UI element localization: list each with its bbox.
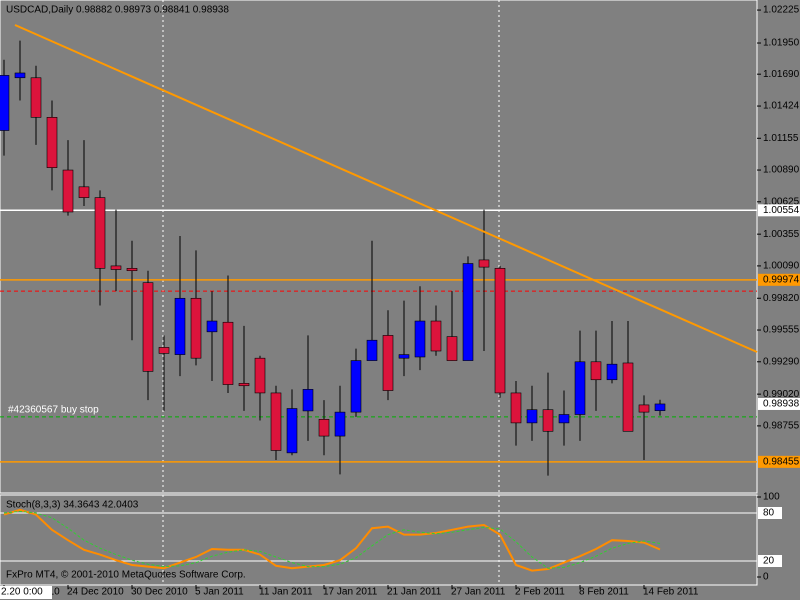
candle-body [606, 363, 618, 381]
candle-body [430, 320, 442, 352]
price-tag-label: 0.99974 [763, 274, 800, 285]
x-tick-label: 8 Feb 2011 [579, 587, 629, 598]
candle-body [350, 360, 362, 413]
y-tick-label: 80 [763, 508, 775, 519]
y-tick-label: 1.01690 [763, 69, 800, 80]
y-tick-label: 1.00890 [763, 165, 800, 176]
x-tick-label: 14 Feb 2011 [643, 587, 699, 598]
candle-body [366, 339, 378, 361]
candle-body [30, 77, 42, 118]
chart-title: USDCAD,Daily 0.98882 0.98973 0.98841 0.9… [6, 5, 229, 16]
price-tag-label: 0.98455 [763, 456, 800, 467]
candle-body [622, 362, 634, 432]
price-tag [758, 273, 800, 286]
x-tick-label: 21 Jan 2011 [387, 587, 442, 598]
candle-body [446, 336, 458, 361]
price-tag-label: 0.98938 [763, 399, 800, 410]
level-tag [758, 555, 782, 567]
candle-body [190, 297, 202, 359]
candle-body [334, 411, 346, 437]
candle-body [510, 392, 522, 424]
candle-body [414, 320, 426, 358]
y-tick-label: 0.98755 [763, 421, 800, 432]
candle-body [302, 389, 314, 412]
main-window: #42360567 buy stop [0, 40, 757, 476]
candle-body [542, 409, 554, 432]
level-text: #42360567 buy stop [8, 405, 99, 416]
candle-body [78, 186, 90, 198]
stoch-title: Stoch(8,3,3) 34.3643 42.0403 [6, 500, 139, 511]
x-tick-label: 17 Jan 2011 [323, 587, 378, 598]
candle-body [638, 404, 650, 413]
y-tick-label: 1.00090 [763, 261, 800, 272]
candle-body [574, 361, 586, 415]
candle-body [286, 408, 298, 454]
axes: 1.02225 1.01950 1.01690 1.01424 1.01155 1.008… [0, 5, 800, 599]
y-tick-label: 1.01950 [763, 38, 800, 49]
candle-body [110, 265, 122, 270]
stoch-window [0, 508, 757, 572]
candle-body [590, 361, 602, 381]
footer: FxPro MT4, © 2001-2010 MetaQuotes Softwa… [6, 570, 246, 581]
price-tag-label: 1.00554 [763, 205, 800, 216]
sub-frame [0, 494, 758, 586]
price-tag [758, 397, 800, 410]
price-tag [758, 204, 800, 217]
x-tick-label: 30 Dec 2010 [131, 587, 188, 598]
candle-body [254, 357, 266, 394]
candle-body [62, 169, 74, 213]
candle-body [462, 263, 474, 361]
candle-body [478, 259, 490, 268]
x-tick-label: 11 Jan 2011 [259, 587, 313, 598]
trend-line [14, 24, 758, 353]
y-tick-label: 0.99820 [763, 293, 800, 304]
candle-body [270, 392, 282, 451]
y-tick-label: 0.99555 [763, 325, 800, 336]
candle-body [206, 320, 218, 333]
y-tick-label: 100 [763, 492, 780, 503]
candle-body [526, 409, 538, 424]
level-tag [758, 507, 782, 519]
main-frame [0, 0, 758, 494]
candle-body [14, 72, 26, 79]
y-tick-label: 0.99020 [763, 389, 800, 400]
stoch-line [3, 510, 661, 569]
candle-body [0, 75, 10, 131]
stoch-line [3, 508, 661, 572]
candle-body [222, 321, 234, 385]
candle-body [318, 419, 330, 437]
candle-body [238, 383, 250, 387]
candle-body [46, 117, 58, 168]
x-tick-label: 27 Jan 2011 [451, 587, 506, 598]
y-tick-label: 1.01155 [763, 133, 799, 144]
candle-body [94, 197, 106, 269]
candle-body [398, 354, 410, 359]
y-tick-label: 1.02225 [763, 5, 800, 16]
y-tick-label: 0.99290 [763, 356, 800, 367]
candle-body [494, 268, 506, 394]
cursor-label: 2.20 0:00 [1, 587, 43, 598]
x-tick-label: 2 Feb 2011 [515, 587, 565, 598]
x-tick-label: 24 Dec 2010 [67, 587, 124, 598]
y-tick-label: 1.00625 [763, 196, 800, 207]
price-tag [758, 455, 800, 468]
y-tick-label: 0 [763, 572, 769, 583]
candle-body [382, 335, 394, 391]
cursor-box [0, 586, 52, 599]
candle-body [558, 414, 570, 424]
candle-body [174, 297, 186, 355]
candle-body [158, 347, 170, 354]
y-tick-label: 1.00355 [763, 229, 800, 240]
y-tick-label: 20 [763, 556, 775, 567]
candle-body [654, 403, 666, 411]
candle-body [126, 268, 138, 272]
candle-body [142, 282, 154, 372]
x-tick-label: 5 Jan 2011 [195, 587, 244, 598]
y-tick-label: 1.01424 [763, 101, 800, 112]
